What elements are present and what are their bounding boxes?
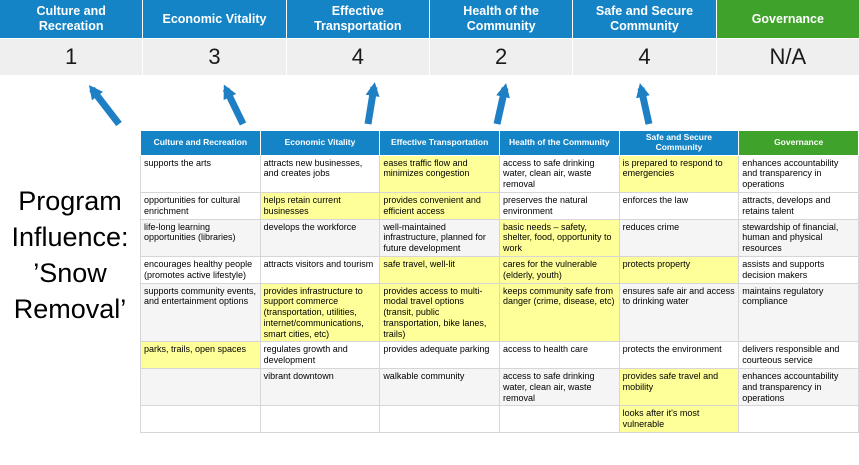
- matrix-cell-r7-c6: enhances accountability and transparency…: [738, 368, 859, 407]
- matrix-cell-r5-c3: provides access to multi-modal travel op…: [379, 282, 500, 343]
- summary-header-governance: Governance: [716, 0, 859, 38]
- influence-arrows-layer: [88, 82, 653, 127]
- summary-header-effective-transportation: Effective Transportation: [286, 0, 429, 38]
- up-arrow-icon: [364, 82, 380, 125]
- influence-matrix-table: Culture and Recreation Economic Vitality E…: [140, 130, 859, 434]
- matrix-row-8: looks after it's most vulnerable: [140, 405, 859, 434]
- matrix-cell-r7-c5: provides safe travel and mobility: [618, 368, 740, 407]
- matrix-cell-r6-c1: parks, trails, open spaces: [140, 341, 261, 370]
- matrix-header-effective-transportation: Effective Transportation: [379, 130, 500, 156]
- matrix-cell-r7-c3: walkable community: [379, 368, 500, 407]
- matrix-cell-r5-c5: ensures safe air and access to drinking …: [618, 282, 740, 343]
- matrix-header-row: Culture and Recreation Economic Vitality E…: [140, 130, 859, 156]
- matrix-cell-r8-c5: looks after it's most vulnerable: [618, 405, 740, 434]
- matrix-cell-r5-c6: maintains regulatory compliance: [738, 282, 859, 343]
- matrix-cell-r8-c4: [498, 405, 620, 434]
- matrix-cell-r6-c3: provides adequate parking: [379, 341, 500, 370]
- program-influence-title: Program Influence: ’Snow Removal’: [11, 186, 129, 324]
- summary-score-culture-and-recreation: 1: [0, 39, 143, 75]
- matrix-cell-r4-c1: encourages healthy people (promotes acti…: [140, 255, 261, 284]
- matrix-row-3: life-long learning opportunities (librar…: [140, 218, 859, 257]
- matrix-row-6: parks, trails, open spaces regulates grow…: [140, 341, 859, 370]
- matrix-cell-r3-c1: life-long learning opportunities (librar…: [140, 218, 261, 257]
- up-arrow-icon: [636, 83, 653, 125]
- matrix-cell-r2-c6: attracts, develops and retains talent: [738, 191, 859, 220]
- matrix-cell-r3-c6: stewardship of financial, human and phys…: [738, 218, 859, 257]
- matrix-cell-r1-c1: supports the arts: [140, 154, 261, 193]
- matrix-cell-r3-c3: well-maintained infrastructure, planned …: [379, 218, 500, 257]
- matrix-cell-r2-c2: helps retain current businesses: [259, 191, 381, 220]
- matrix-cell-r1-c4: access to safe drinking water, clean air…: [498, 154, 620, 193]
- summary-header-row: Culture and Recreation Economic Vitality E…: [0, 0, 859, 38]
- summary-score-economic-vitality: 3: [143, 39, 286, 75]
- matrix-cell-r4-c4: cares for the vulnerable (elderly, youth…: [498, 255, 620, 284]
- matrix-cell-r1-c6: enhances accountability and transparency…: [738, 154, 859, 193]
- matrix-header-culture-and-recreation: Culture and Recreation: [140, 130, 261, 156]
- summary-header-culture-and-recreation: Culture and Recreation: [0, 0, 143, 38]
- up-arrow-icon: [88, 85, 122, 127]
- summary-score-health-of-the-community: 2: [429, 39, 573, 75]
- matrix-cell-r2-c5: enforces the law: [618, 191, 740, 220]
- up-arrow-icon: [222, 84, 247, 126]
- up-arrow-icon: [493, 83, 510, 125]
- matrix-cell-r7-c1: [140, 368, 261, 407]
- matrix-cell-r3-c2: develops the workforce: [259, 218, 381, 257]
- matrix-cell-r1-c5: is prepared to respond to emergencies: [618, 154, 740, 193]
- matrix-cell-r2-c3: provides convenient and efficient access: [379, 191, 500, 220]
- matrix-cell-r5-c1: supports community events, and entertain…: [140, 282, 261, 343]
- matrix-cell-r2-c4: preserves the natural environment: [498, 191, 620, 220]
- matrix-cell-r6-c6: delivers responsible and courteous servi…: [738, 341, 859, 370]
- matrix-cell-r3-c4: basic needs – safety, shelter, food, opp…: [498, 218, 620, 257]
- matrix-header-health-of-the-community: Health of the Community: [498, 130, 620, 156]
- summary-score-governance: N/A: [716, 39, 859, 75]
- matrix-cell-r5-c4: keeps community safe from danger (crime,…: [498, 282, 620, 343]
- matrix-cell-r8-c2: [259, 405, 381, 434]
- matrix-row-4: encourages healthy people (promotes acti…: [140, 255, 859, 284]
- matrix-cell-r2-c1: opportunities for cultural enrichment: [140, 191, 261, 220]
- matrix-cell-r7-c2: vibrant downtown: [259, 368, 381, 407]
- summary-score-effective-transportation: 4: [286, 39, 429, 75]
- matrix-cell-r8-c3: [379, 405, 500, 434]
- matrix-header-governance: Governance: [738, 130, 859, 156]
- matrix-cell-r6-c5: protects the environment: [618, 341, 740, 370]
- matrix-cell-r4-c5: protects property: [618, 255, 740, 284]
- matrix-cell-r8-c1: [140, 405, 261, 434]
- summary-header-safe-and-secure-community: Safe and Secure Community: [573, 0, 716, 38]
- matrix-row-5: supports community events, and entertain…: [140, 282, 859, 343]
- matrix-cell-r3-c5: reduces crime: [618, 218, 740, 257]
- matrix-cell-r6-c2: regulates growth and development: [259, 341, 381, 370]
- summary-header-health-of-the-community: Health of the Community: [429, 0, 573, 38]
- matrix-cell-r6-c4: access to health care: [498, 341, 620, 370]
- matrix-cell-r7-c4: access to safe drinking water, clean air…: [498, 368, 620, 407]
- matrix-cell-r8-c6: [738, 405, 859, 434]
- summary-score-safe-and-secure-community: 4: [573, 39, 716, 75]
- summary-score-row: 1 3 4 2 4 N/A: [0, 39, 859, 75]
- matrix-cell-r1-c2: attracts new businesses, and creates job…: [259, 154, 381, 193]
- matrix-row-2: opportunities for cultural enrichment hel…: [140, 191, 859, 220]
- matrix-cell-r1-c3: eases traffic flow and minimizes congest…: [379, 154, 500, 193]
- matrix-header-safe-and-secure-community: Safe and Secure Community: [618, 130, 740, 156]
- matrix-cell-r5-c2: provides infrastructure to support comme…: [259, 282, 381, 343]
- matrix-cell-r4-c2: attracts visitors and tourism: [259, 255, 381, 284]
- matrix-row-1: supports the arts attracts new businesses…: [140, 154, 859, 193]
- matrix-cell-r4-c6: assists and supports decision makers: [738, 255, 859, 284]
- matrix-row-7: vibrant downtown walkable community access…: [140, 368, 859, 407]
- summary-header-economic-vitality: Economic Vitality: [143, 0, 286, 38]
- matrix-header-economic-vitality: Economic Vitality: [259, 130, 381, 156]
- matrix-cell-r4-c3: safe travel, well-lit: [379, 255, 500, 284]
